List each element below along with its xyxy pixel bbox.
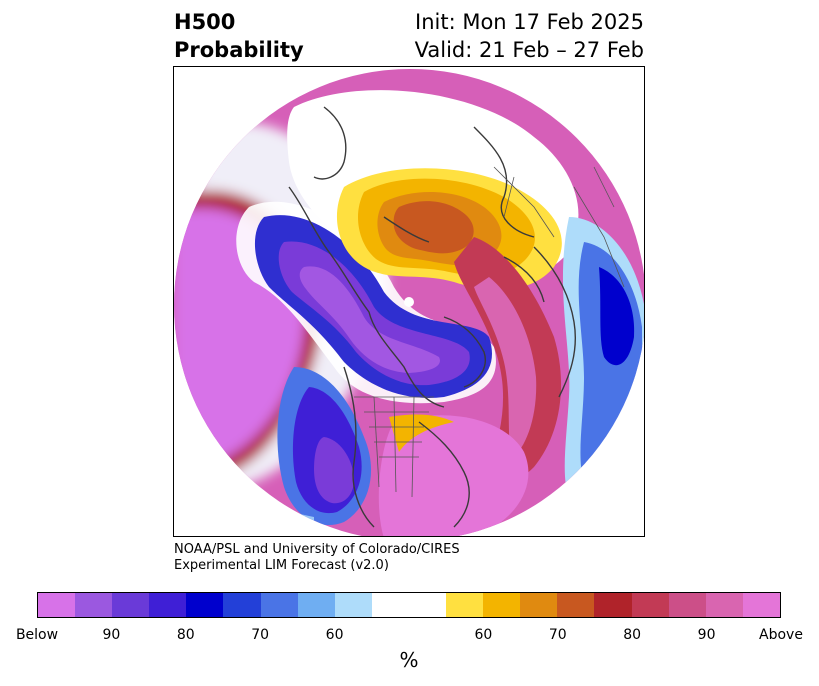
colorbar-segment — [557, 593, 595, 617]
colorbar-segment — [223, 593, 261, 617]
probability-field — [174, 69, 644, 536]
valid-dates: Valid: 21 Feb – 27 Feb — [414, 38, 644, 62]
colorbar-segment — [186, 593, 224, 617]
colorbar-unit: % — [399, 648, 419, 672]
forecast-map — [173, 66, 645, 537]
colorbar-tick-label: 60 — [474, 627, 493, 643]
colorbar-segment — [631, 593, 669, 617]
colorbar-segment — [668, 593, 706, 617]
title-quantity: Probability — [174, 38, 304, 62]
colorbar — [37, 592, 781, 618]
chart-title: H500 Probability — [174, 8, 304, 64]
title-variable: H500 — [174, 10, 236, 34]
probability-map-svg — [174, 69, 644, 536]
colorbar-segment — [446, 593, 484, 617]
colorbar-segment — [520, 593, 558, 617]
colorbar-tick-label: Below — [15, 627, 59, 643]
colorbar-tick-label: 80 — [623, 627, 642, 643]
coastlines — [288, 106, 576, 528]
colorbar-segment — [483, 593, 521, 617]
colorbar-segment — [75, 593, 113, 617]
colorbar-segment — [297, 593, 335, 617]
colorbar-segment — [594, 593, 632, 617]
colorbar-segment — [112, 593, 150, 617]
colorbar-tick-label: 70 — [548, 627, 567, 643]
political-borders — [354, 166, 625, 498]
init-date: Init: Mon 17 Feb 2025 — [415, 10, 644, 34]
colorbar-segment — [149, 593, 187, 617]
credit-text: NOAA/PSL and University of Colorado/CIRE… — [174, 542, 460, 574]
colorbar-segment — [371, 593, 447, 617]
colorbar-tick-label: 90 — [102, 627, 121, 643]
colorbar-tick-label: 70 — [251, 627, 270, 643]
colorbar-segment — [260, 593, 298, 617]
colorbar-segment — [705, 593, 743, 617]
credit-line-1: NOAA/PSL and University of Colorado/CIRE… — [174, 542, 460, 557]
colorbar-tick-label: 60 — [325, 627, 344, 643]
colorbar-tick-label: 90 — [697, 627, 716, 643]
colorbar-segment — [38, 593, 76, 617]
forecast-dates: Init: Mon 17 Feb 2025 Valid: 21 Feb – 27… — [415, 8, 644, 64]
colorbar-tick-label: 80 — [176, 627, 195, 643]
colorbar-tick-label: Above — [759, 627, 803, 643]
colorbar-segment — [334, 593, 372, 617]
credit-line-2: Experimental LIM Forecast (v2.0) — [174, 558, 389, 573]
colorbar-segment — [742, 593, 780, 617]
